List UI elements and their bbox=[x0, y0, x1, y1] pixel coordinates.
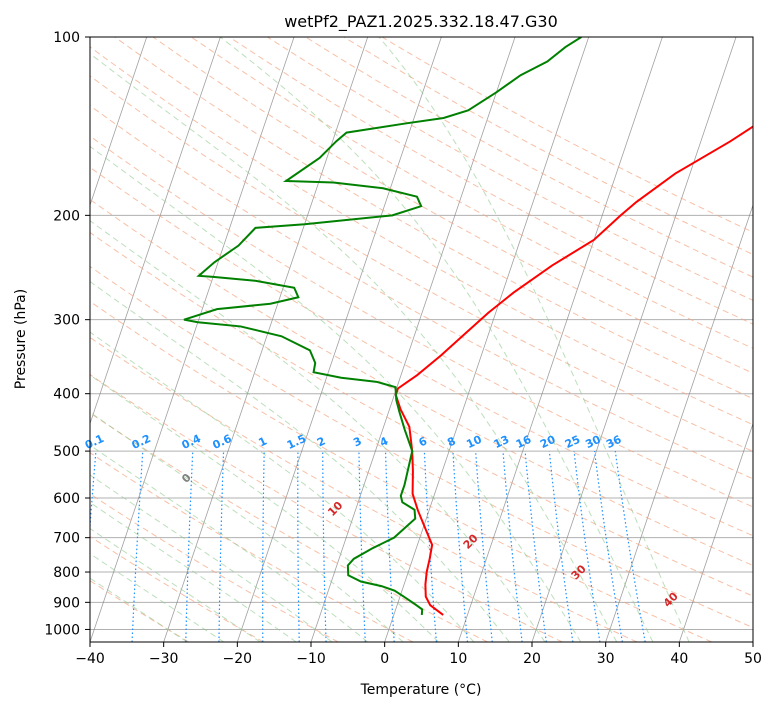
dry-adiabat-line bbox=[90, 535, 264, 642]
moist-adiabat-line bbox=[90, 411, 404, 642]
mixing-ratio-line bbox=[573, 451, 601, 642]
dry-adiabat-line bbox=[90, 580, 190, 642]
dry-adiabat-line bbox=[90, 412, 488, 642]
mixing-ratio-line bbox=[452, 451, 469, 642]
x-tick-label: 30 bbox=[597, 651, 615, 667]
x-tick-label: 0 bbox=[380, 651, 389, 667]
isotherm-line bbox=[90, 37, 148, 207]
isotherm-line bbox=[678, 422, 753, 642]
dry-adiabat-line bbox=[90, 452, 414, 642]
isotherm-line bbox=[457, 37, 663, 642]
y-tick-label: 500 bbox=[53, 444, 80, 460]
isotherm-line bbox=[90, 37, 295, 642]
isotherm-line bbox=[310, 37, 516, 642]
x-tick-label: 10 bbox=[449, 651, 467, 667]
x-tick-label: 20 bbox=[523, 651, 541, 667]
chart-title: wetPf2_PAZ1.2025.332.18.47.G30 bbox=[284, 12, 558, 32]
mixing-ratio-line bbox=[524, 451, 547, 642]
mixing-ratio-label: 36 bbox=[604, 433, 624, 451]
dry-adiabat-line bbox=[90, 231, 753, 597]
isotherm-line bbox=[163, 37, 369, 642]
moist-adiabat-line bbox=[90, 374, 439, 642]
mixing-ratio-line bbox=[475, 451, 493, 642]
dry-adiabat-line bbox=[90, 265, 753, 629]
plot-frame bbox=[89, 36, 754, 643]
x-tick-label: 40 bbox=[670, 651, 688, 667]
y-tick-label: 700 bbox=[53, 531, 80, 547]
y-tick-label: 1000 bbox=[44, 622, 80, 638]
dry-adiabat-line bbox=[90, 336, 638, 642]
x-tick-label: −40 bbox=[75, 651, 105, 667]
mixing-ratio-label: 13 bbox=[492, 433, 511, 451]
dry-adiabat-line bbox=[114, 37, 753, 400]
mixing-ratio-label: 16 bbox=[514, 433, 534, 451]
dry-adiabat-line bbox=[90, 300, 712, 642]
isotherm-line bbox=[384, 37, 590, 642]
y-tick-label: 900 bbox=[53, 595, 80, 611]
mixing-ratio-label: 30 bbox=[583, 433, 603, 451]
x-tick-label: 50 bbox=[744, 651, 762, 667]
isotherm-line bbox=[531, 37, 737, 642]
dewpoint-line bbox=[183, 37, 582, 615]
mixing-ratio-label: 10 bbox=[464, 433, 484, 451]
moist-adiabat-line bbox=[90, 527, 261, 642]
isotherm-line bbox=[90, 37, 221, 425]
x-axis-title: Temperature (°C) bbox=[360, 682, 482, 698]
x-tick-label: −10 bbox=[296, 651, 326, 667]
x-tick-label: −30 bbox=[149, 651, 179, 667]
y-tick-label: 100 bbox=[53, 30, 80, 46]
temperature-line bbox=[394, 125, 753, 616]
isotherm-line bbox=[605, 203, 753, 642]
mixing-ratio-line bbox=[548, 451, 574, 642]
moist-adiabat-line bbox=[219, 37, 654, 642]
mixing-ratio-label: 25 bbox=[563, 433, 582, 451]
dry-adiabat-line bbox=[90, 46, 753, 426]
dry-adiabat-line bbox=[90, 374, 563, 642]
y-tick-label: 300 bbox=[53, 313, 80, 329]
x-tick-label: −20 bbox=[223, 651, 253, 667]
y-tick-label: 200 bbox=[53, 208, 80, 224]
y-axis-title: Pressure (hPa) bbox=[13, 289, 29, 389]
mixing-ratio-label: 20 bbox=[538, 433, 558, 451]
y-tick-label: 600 bbox=[53, 491, 80, 507]
axes: −40 −30 −20 −10 0 10 20 30 40 50 100 200 300 400 500 60… bbox=[44, 30, 762, 667]
moist-adiabat-line bbox=[90, 444, 368, 642]
moist-adiabat-line bbox=[90, 280, 510, 642]
y-tick-label: 400 bbox=[53, 387, 80, 403]
dry-adiabat-line bbox=[90, 135, 753, 508]
moist-adiabat-line bbox=[90, 220, 546, 642]
dry-adiabat-line bbox=[229, 37, 753, 325]
mixing-ratio-line bbox=[593, 451, 623, 642]
dry-adiabat-line bbox=[90, 198, 753, 567]
y-tick-label: 800 bbox=[53, 565, 80, 581]
isotherm-line bbox=[236, 37, 442, 642]
moist-adiabat-line bbox=[90, 501, 297, 642]
dry-adiabat-line bbox=[190, 37, 753, 349]
moist-adiabat-line bbox=[90, 474, 333, 642]
mixing-ratio-line bbox=[502, 451, 523, 642]
plot-area bbox=[90, 37, 753, 642]
